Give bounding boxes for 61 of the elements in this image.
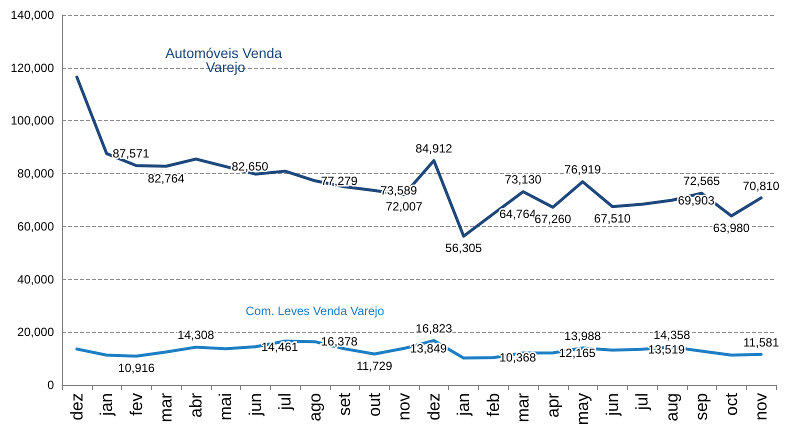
text: Com. Leves Venda Varejo — [246, 304, 384, 318]
x-tick-label: set — [335, 392, 354, 416]
data-label: 56,305 — [445, 241, 482, 256]
data-label: 13,988 — [564, 329, 602, 344]
data-label: 16,823 — [416, 322, 453, 336]
x-tick-label: jan — [454, 393, 474, 417]
x-tick-label: aug — [662, 393, 682, 422]
data-label: 76,919 — [564, 162, 602, 177]
x-tick-label: out — [364, 392, 384, 417]
data-label: 70,810 — [742, 178, 780, 193]
data-label: 63,980 — [713, 220, 750, 235]
x-tick-label: nov — [752, 392, 771, 420]
x-tick-label: oct — [722, 392, 741, 416]
data-label: 73,130 — [504, 172, 542, 187]
x-tick-label: sep — [692, 393, 712, 420]
y-tick-label: 120,000 — [10, 60, 54, 75]
data-label: 67,260 — [534, 212, 572, 226]
y-tick-label: 60,000 — [17, 219, 54, 234]
data-label: 87,571 — [112, 146, 150, 161]
x-tick-label: jul — [276, 393, 295, 412]
x-tick-label: mar — [514, 392, 533, 422]
x-tick-label: jun — [246, 393, 265, 417]
text: Automóveis Venda Varejo — [165, 44, 286, 75]
data-label: 14,308 — [178, 328, 215, 342]
y-tick-label: 100,000 — [10, 114, 54, 128]
y-tick-label: 20,000 — [17, 325, 54, 340]
x-tick-label: apr — [543, 392, 562, 418]
data-label: 72,565 — [683, 174, 720, 188]
x-tick-label: feb — [484, 393, 503, 417]
x-tick-label: dez — [67, 393, 86, 420]
y-tick-label: 40,000 — [17, 272, 54, 286]
data-label: 77,279 — [320, 174, 358, 188]
data-label: 82,764 — [148, 171, 185, 186]
x-tick-label: may — [573, 392, 592, 426]
data-label: 14,358 — [654, 328, 691, 342]
x-tick-label: fev — [126, 392, 146, 416]
data-label: 64,764 — [499, 206, 536, 221]
data-label: 10,916 — [118, 361, 156, 376]
data-label: 16,378 — [320, 334, 358, 349]
x-tick-label: abr — [186, 392, 206, 418]
data-label: 84,912 — [416, 142, 453, 156]
y-tick-label: 140,000 — [10, 8, 54, 22]
data-label: 67,510 — [594, 212, 632, 226]
data-label: 82,650 — [232, 160, 269, 174]
x-tick-label: jun — [602, 393, 622, 417]
data-label: 11,729 — [356, 359, 393, 373]
x-tick-label: dez — [424, 393, 444, 420]
data-label: 13,849 — [410, 341, 448, 356]
data-label: 14,461 — [261, 340, 298, 354]
x-tick-label: mai — [216, 393, 236, 420]
x-tick-label: jul — [632, 393, 652, 412]
x-tick-label: ago — [305, 393, 324, 422]
y-tick-label: 80,000 — [17, 166, 54, 181]
data-label: 72,007 — [386, 200, 423, 214]
data-label: 10,368 — [499, 350, 536, 365]
x-tick-label: jan — [97, 393, 116, 417]
data-label: 12,165 — [558, 346, 596, 360]
x-tick-label: nov — [394, 392, 414, 420]
x-tick-label: mar — [156, 392, 176, 422]
y-tick-label: 0 — [47, 378, 54, 392]
data-label: 11,581 — [743, 335, 780, 350]
